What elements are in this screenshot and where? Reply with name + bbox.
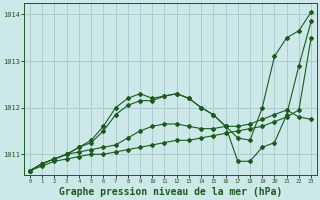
X-axis label: Graphe pression niveau de la mer (hPa): Graphe pression niveau de la mer (hPa) [59,187,282,197]
